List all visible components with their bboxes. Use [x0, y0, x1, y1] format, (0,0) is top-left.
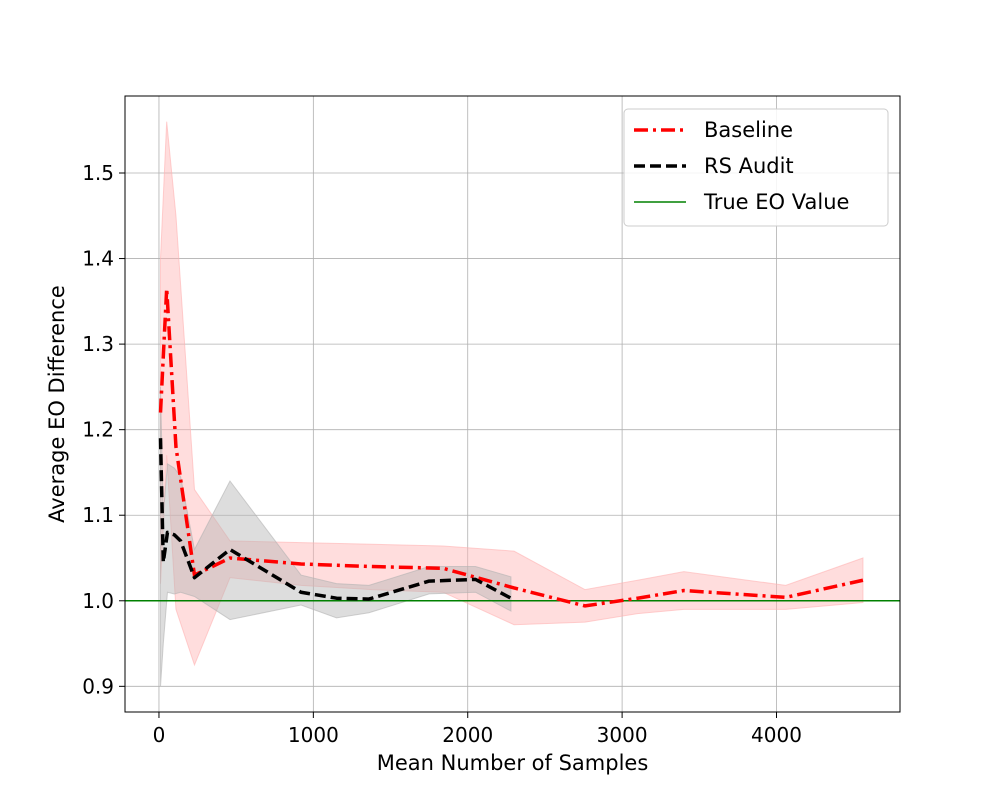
x-tick-label: 2000: [442, 723, 493, 747]
legend-label-baseline: Baseline: [704, 118, 793, 142]
legend-label-rs-audit: RS Audit: [704, 154, 794, 178]
y-axis-ticks: 0.9 1.0 1.1 1.2 1.3 1.4 1.5: [82, 161, 125, 698]
line-baseline: [158, 286, 864, 608]
y-tick-label: 1.3: [82, 332, 114, 356]
y-tick-label: 1.4: [82, 247, 114, 271]
y-axis-label: Average EO Difference: [45, 285, 69, 523]
y-tick-label: 1.0: [82, 589, 114, 613]
plot-frame: [124, 95, 901, 713]
x-tick-label: 1000: [288, 723, 339, 747]
y-tick-label: 1.1: [82, 503, 114, 527]
x-tick-label: 0: [153, 723, 166, 747]
x-axis-ticks: 0 1000 2000 3000 4000: [153, 712, 802, 747]
y-tick-label: 1.5: [82, 161, 114, 185]
y-tick-label: 0.9: [82, 674, 114, 698]
line-rs-audit: [158, 438, 512, 601]
legend-box: [623, 108, 889, 227]
band-baseline: [160, 121, 864, 667]
y-tick-label: 1.2: [82, 418, 114, 442]
legend: Baseline RS Audit True EO Value: [623, 108, 889, 227]
band-rs-audit: [160, 386, 512, 687]
series-lines: [158, 286, 864, 608]
x-tick-label: 4000: [751, 723, 802, 747]
x-tick-label: 3000: [597, 723, 648, 747]
x-axis-label: Mean Number of Samples: [377, 751, 649, 775]
legend-label-true-eo-value: True EO Value: [703, 190, 849, 214]
